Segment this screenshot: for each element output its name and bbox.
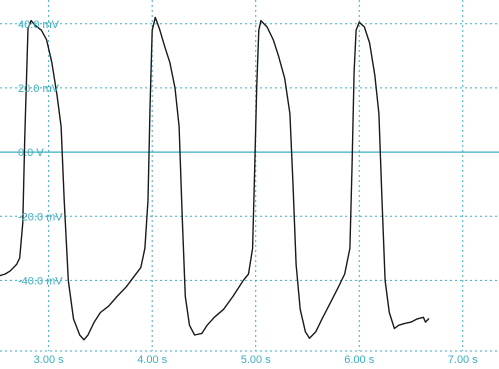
voltage-trace-line (0, 16, 430, 341)
x-tick-label: 4.00 s (137, 354, 167, 366)
y-tick-label: 0.0 V (18, 147, 44, 159)
y-tick-label: -20.0 mV (18, 211, 63, 223)
tick-labels: 3.00 s 4.00 s 5.00 s 6.00 s 7.00 s 40.0 mV 20.… (18, 19, 478, 366)
y-tick-label: 40.0 mV (18, 19, 60, 31)
x-tick-label: 5.00 s (241, 354, 271, 366)
x-tick-label: 3.00 s (34, 354, 64, 366)
grid-lines (0, 0, 499, 352)
y-tick-label: 20.0 mV (18, 83, 60, 95)
x-tick-label: 7.00 s (448, 354, 478, 366)
x-tick-label: 6.00 s (344, 354, 374, 366)
y-tick-label: -40.0 mV (18, 275, 63, 287)
